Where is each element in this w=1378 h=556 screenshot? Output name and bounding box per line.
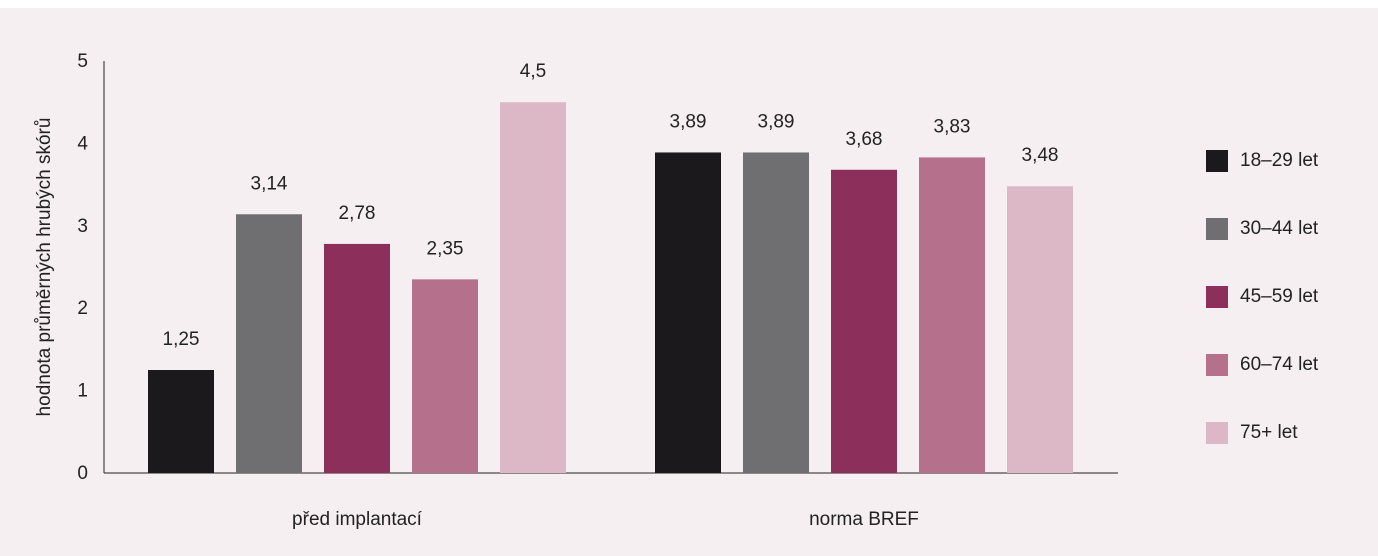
- bar: [1007, 186, 1073, 474]
- legend-swatch: [1206, 422, 1228, 444]
- y-tick-label: 1: [77, 381, 88, 402]
- bar: [831, 169, 897, 473]
- bar: [919, 157, 985, 473]
- data-labels: 1,25 3,14 2,78 2,35 4,5 3,89 3,89 3,68 3,83 3,48: [163, 61, 1059, 350]
- legend-swatch: [1206, 354, 1228, 376]
- legend-label: 30–44 let: [1240, 218, 1319, 239]
- legend-item: 30–44 let: [1206, 216, 1318, 242]
- y-axis-title: hodnota průměrných hrubých skórů: [34, 118, 55, 417]
- legend-label: 75+ let: [1240, 422, 1298, 443]
- legend-swatch: [1206, 218, 1228, 240]
- data-label: 4,5: [520, 61, 546, 82]
- bar-chart: 0 1 2 3 4 5 hodnota průměrných hrubých skórů př…: [34, 51, 1118, 530]
- legend-label: 45–59 let: [1240, 286, 1319, 307]
- bar: [148, 370, 214, 473]
- data-label: 2,78: [339, 203, 376, 224]
- legend-label: 60–74 let: [1240, 354, 1319, 375]
- bar: [412, 279, 478, 473]
- legend-swatch: [1206, 150, 1228, 172]
- legend-item: 45–59 let: [1206, 284, 1318, 310]
- y-tick-label: 0: [77, 463, 88, 484]
- data-label: 3,89: [670, 111, 707, 132]
- data-label: 3,48: [1022, 145, 1059, 166]
- data-label: 1,25: [163, 329, 200, 350]
- bars: [148, 102, 1073, 474]
- data-label: 3,89: [758, 111, 795, 132]
- bar: [236, 214, 302, 473]
- bar: [324, 243, 390, 473]
- data-label: 3,83: [934, 116, 971, 137]
- y-tick-label: 2: [77, 298, 88, 319]
- data-label: 2,35: [427, 238, 464, 259]
- y-tick-label: 3: [77, 216, 88, 237]
- bar: [743, 152, 809, 474]
- chart-panel: 0 1 2 3 4 5 hodnota průměrných hrubých skórů př…: [0, 8, 1378, 556]
- legend-swatch: [1206, 286, 1228, 308]
- data-label: 3,14: [251, 173, 288, 194]
- y-tick-label: 5: [77, 51, 88, 72]
- bar: [500, 102, 566, 473]
- x-category-label: před implantací: [292, 509, 423, 530]
- legend-item: 75+ let: [1206, 420, 1298, 446]
- legend-item: 60–74 let: [1206, 352, 1318, 378]
- data-label: 3,68: [846, 129, 883, 150]
- legend-item: 18–29 let: [1206, 148, 1318, 174]
- x-category-label: norma BREF: [809, 509, 919, 530]
- legend-label: 18–29 let: [1240, 150, 1319, 171]
- bar: [655, 152, 721, 474]
- y-tick-label: 4: [77, 133, 88, 154]
